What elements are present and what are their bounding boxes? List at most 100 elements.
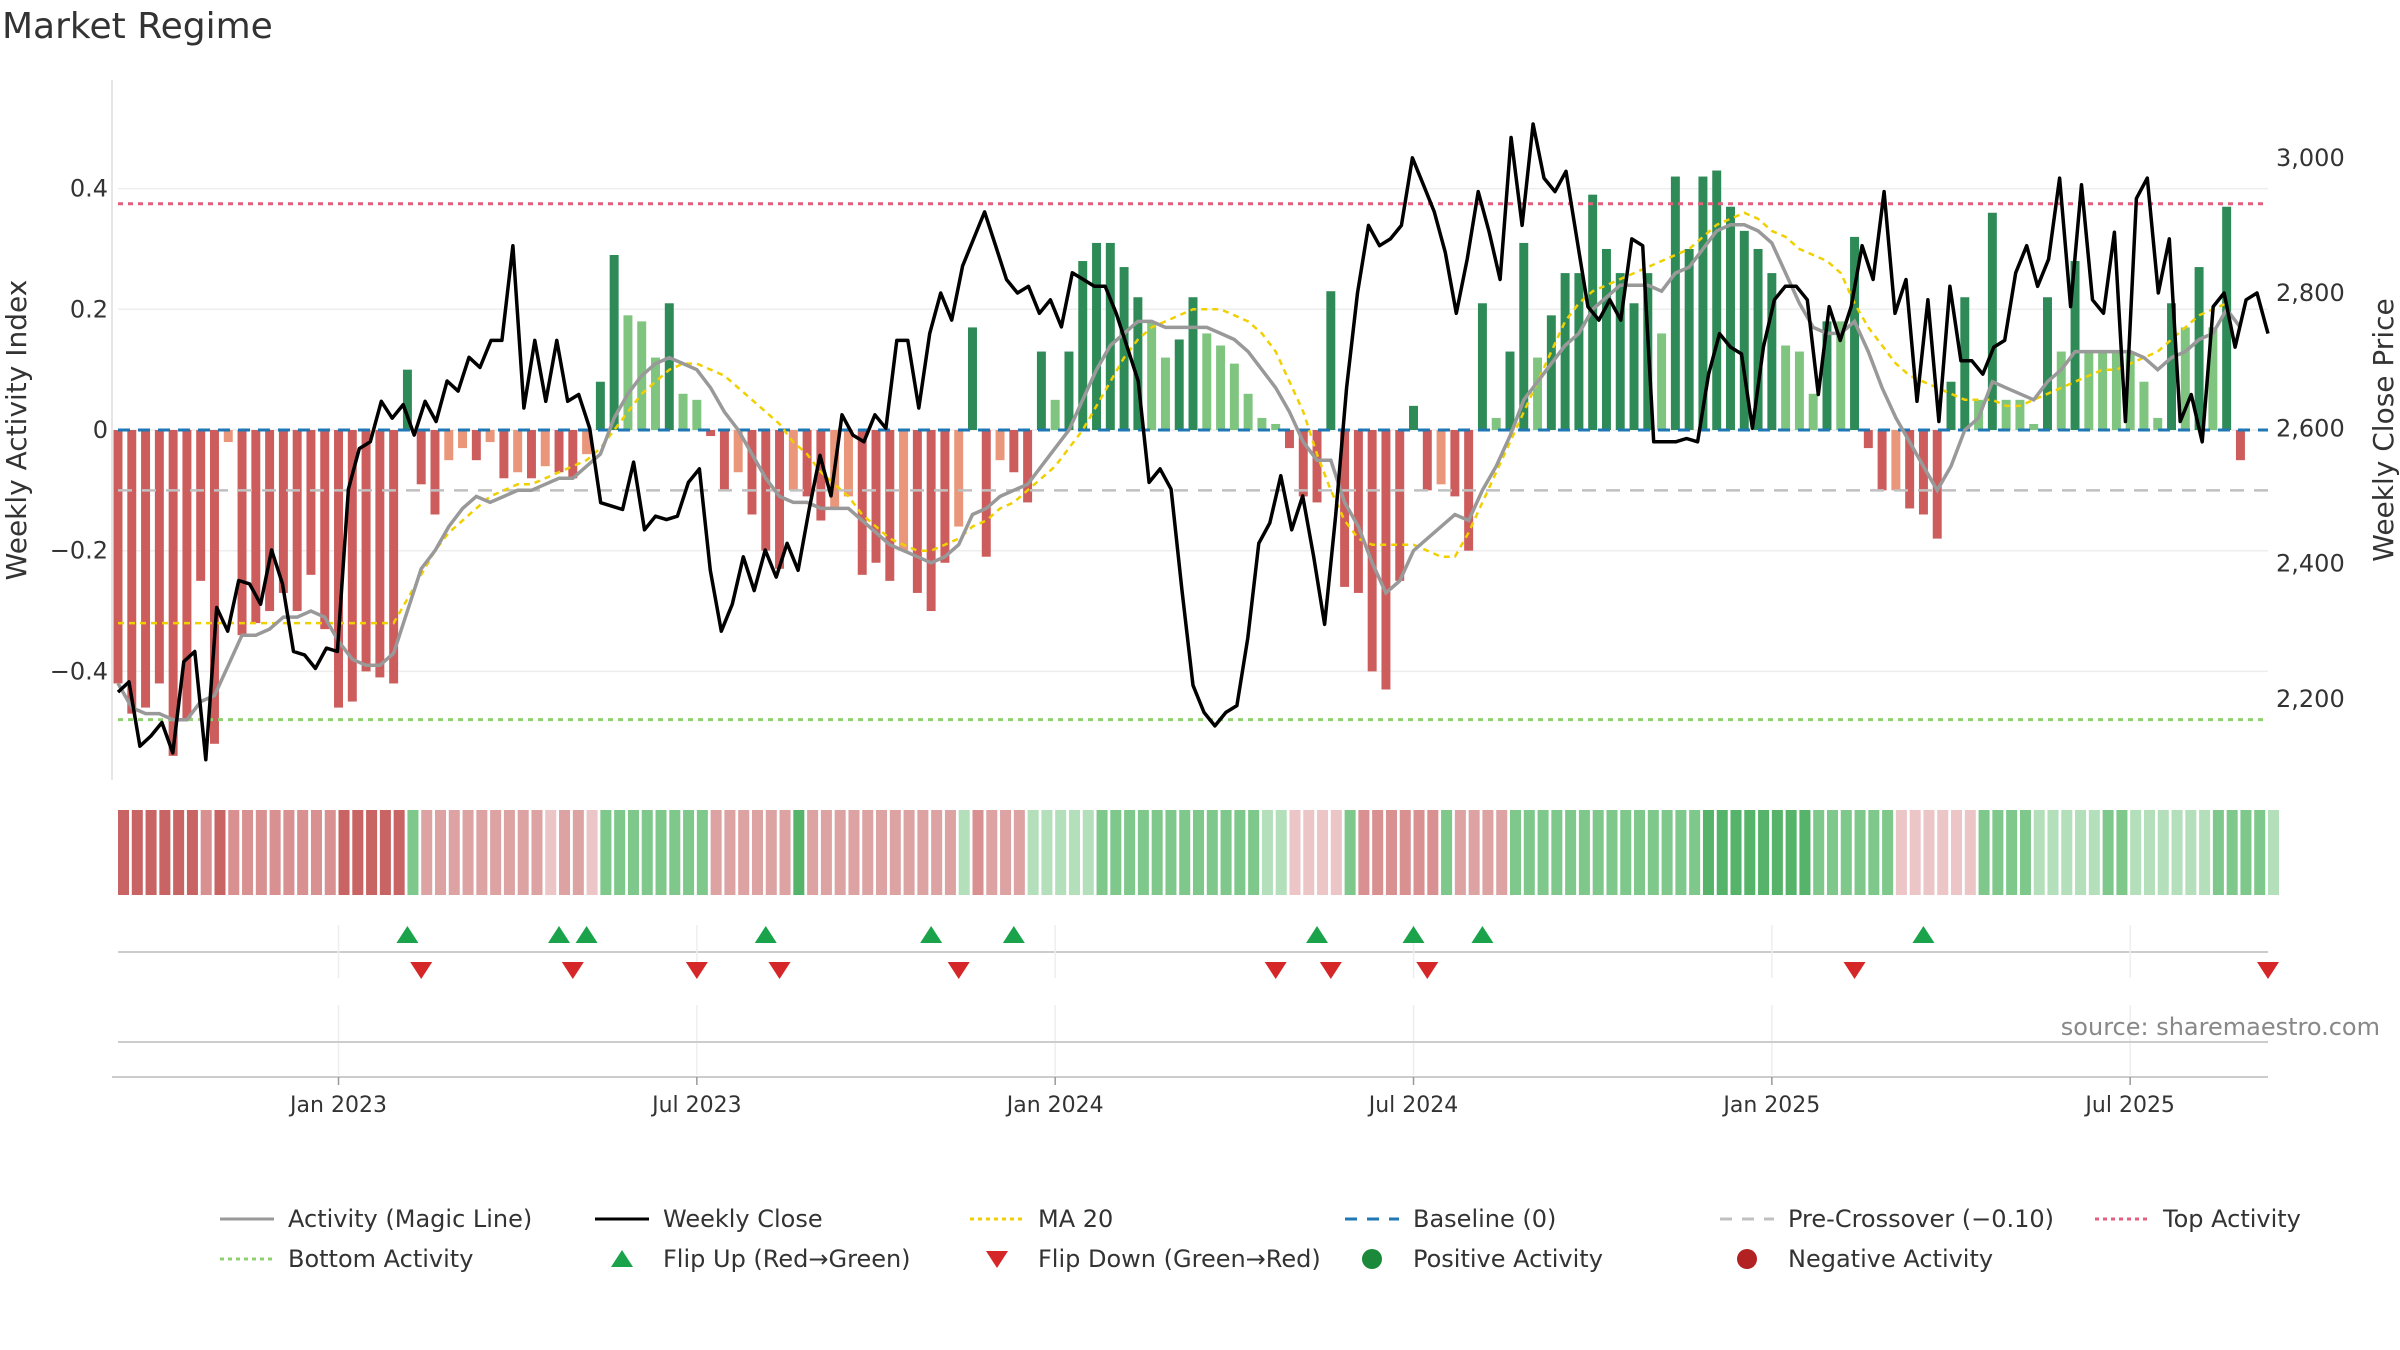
regime-strip-cell [2047, 810, 2059, 895]
activity-bar [1726, 206, 1735, 430]
regime-strip-cell [1000, 810, 1012, 895]
activity-bar [1050, 399, 1060, 430]
activity-bar [1284, 430, 1294, 449]
regime-strip-cell [944, 810, 956, 895]
activity-bar [1036, 351, 1046, 430]
activity-bar [1670, 176, 1680, 430]
activity-bar [912, 430, 922, 593]
activity-bar [1946, 381, 1956, 430]
activity-bar [1243, 393, 1253, 430]
regime-strip-cell [1937, 810, 1949, 895]
activity-bar [306, 430, 316, 575]
regime-strip-cell [131, 810, 143, 895]
activity-bar [209, 430, 219, 744]
regime-strip-cell [1358, 810, 1370, 895]
regime-strip-cell [1909, 810, 1921, 895]
regime-strip-cell [1565, 810, 1577, 895]
regime-strip-cell [765, 810, 777, 895]
regime-strip-cell [600, 810, 612, 895]
activity-bar [499, 430, 509, 479]
regime-strip-cell [1537, 810, 1549, 895]
regime-strip-cell [1744, 810, 1756, 895]
activity-bar [1932, 430, 1942, 539]
activity-bar [1422, 430, 1432, 491]
activity-bar [1960, 297, 1970, 430]
activity-bar [995, 430, 1005, 461]
regime-strip-cell [1110, 810, 1122, 895]
activity-bar [719, 430, 729, 491]
regime-strip-cell [1578, 810, 1590, 895]
regime-strip-cell [310, 810, 322, 895]
regime-strip-cell [393, 810, 405, 895]
y2-tick-label: 2,200 [2276, 685, 2345, 713]
activity-bar [113, 430, 123, 684]
activity-bar [1353, 430, 1363, 593]
regime-strip-cell [1303, 810, 1315, 895]
legend-item: Weekly Close [593, 1205, 968, 1233]
activity-bar [775, 430, 785, 569]
regime-strip-cell [1013, 810, 1025, 895]
activity-bar [141, 430, 151, 708]
activity-bar [1836, 321, 1846, 430]
regime-strip-cell [2143, 810, 2155, 895]
legend-item: Flip Up (Red→Green) [593, 1245, 968, 1273]
regime-strip-cell [448, 810, 460, 895]
activity-bar [168, 430, 178, 756]
regime-strip-cell [2212, 810, 2224, 895]
regime-strip-cell [118, 810, 130, 895]
activity-bar [843, 430, 853, 497]
activity-bar [2001, 399, 2011, 430]
regime-strip-cell [1413, 810, 1425, 895]
regime-strip-cell [751, 810, 763, 895]
source-label: source: sharemaestro.com [2060, 1013, 2380, 1041]
regime-strip-cell [586, 810, 598, 895]
activity-bar [1739, 230, 1749, 430]
y-axis-label: Weekly Activity Index [0, 280, 33, 581]
regime-strip-cell [1441, 810, 1453, 895]
activity-bar [223, 430, 233, 443]
regime-strip-cell [2254, 810, 2266, 895]
activity-bar [1615, 273, 1625, 430]
regime-strip-cell [2033, 810, 2045, 895]
y-tick-label: 0.2 [70, 295, 108, 323]
activity-bar [568, 430, 578, 479]
activity-bar [402, 369, 412, 430]
x-tick-label: Jul 2025 [2083, 1093, 2175, 1118]
legend-label: Negative Activity [1788, 1245, 1994, 1273]
regime-strip-cell [1399, 810, 1411, 895]
regime-strip-cell [1234, 810, 1246, 895]
legend-label: Positive Activity [1413, 1245, 1603, 1273]
activity-bar [1450, 430, 1460, 497]
activity-bar [1133, 297, 1143, 430]
legend-swatch-icon [2095, 1217, 2149, 1221]
regime-strip-cell [1206, 810, 1218, 895]
legend-swatch-icon [970, 1217, 1024, 1221]
regime-strip-cell [1716, 810, 1728, 895]
regime-strip-cell [2157, 810, 2169, 895]
y2-axis-label: Weekly Close Price [2367, 298, 2400, 561]
legend-item: Pre-Crossover (−0.10) [1718, 1205, 2093, 1233]
ma20-line [118, 211, 2228, 625]
flip-up-marker [1912, 926, 1935, 943]
x-tick-label: Jan 2025 [1721, 1093, 1820, 1118]
regime-strip-cell [1951, 810, 1963, 895]
regime-strip-cell [1771, 810, 1783, 895]
y-tick-label: −0.4 [50, 657, 108, 685]
regime-strip-cell [242, 810, 254, 895]
regime-strip-cell [986, 810, 998, 895]
activity-bar [2125, 351, 2135, 430]
activity-bar [347, 430, 357, 702]
legend-swatch-icon [1737, 1249, 1757, 1269]
activity-bar [2070, 261, 2080, 430]
activity-bar [458, 430, 468, 449]
legend-label: Baseline (0) [1413, 1205, 1557, 1233]
legend-swatch-icon [220, 1217, 274, 1221]
regime-strip-cell [696, 810, 708, 895]
activity-bar [2043, 297, 2052, 430]
activity-bar [582, 430, 592, 455]
chart-title: Market Regime [2, 6, 273, 47]
activity-bar [1712, 170, 1722, 430]
legend-swatch-icon [986, 1251, 1008, 1268]
regime-strip-cell [1137, 810, 1149, 895]
regime-strip-cell [1482, 810, 1494, 895]
